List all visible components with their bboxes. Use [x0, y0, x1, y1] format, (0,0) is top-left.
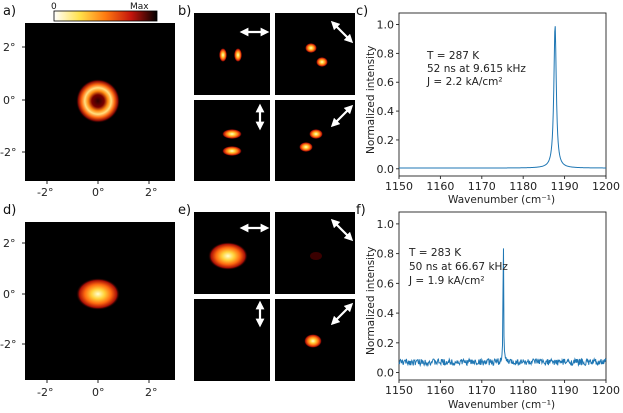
diagonal-down-arrow-icon	[330, 218, 354, 242]
chart-c-ytick-label: 0.4	[377, 105, 395, 118]
tick-x-top-0: -2°	[37, 186, 53, 199]
polarization-grid-bottom	[194, 212, 355, 381]
chart-c-ytick-label: 0.0	[377, 163, 395, 176]
chart-c-xtick-label: 1170	[468, 180, 496, 193]
chart-f-xtick-label: 1150	[385, 384, 413, 397]
chart-f-axes: 1150 1160 1170 1180 1190 1200 0.0 0.2 0.4 0.6 0.8 1…	[377, 218, 621, 397]
panel-label-c: c)	[356, 4, 368, 19]
chart-c-ytick-label: 0.8	[377, 47, 395, 60]
chart-f-xtick-label: 1170	[468, 384, 496, 397]
tick-y-top-1: 0°	[3, 94, 16, 107]
chart-c-axes: 1150 1160 1170 1180 1190 1200 0.0 0.2 0.4 0.6 0.8 1…	[377, 19, 621, 193]
chart-c-series-line	[399, 26, 606, 169]
chart-f-annotation-pulse: 50 ns at 66.67 kHz	[409, 261, 508, 273]
pol-top-cell-1	[194, 13, 270, 95]
chart-f-xtick-label: 1160	[426, 384, 454, 397]
tick-x-bottom-2: 2°	[145, 386, 158, 399]
tick-y-top-2: -2°	[0, 146, 16, 159]
chart-f-frame	[398, 211, 607, 381]
chart-f-ytick-label: 0.2	[377, 337, 395, 350]
diagonal-up-arrow-icon	[330, 104, 354, 128]
tick-x-bottom-1: 0°	[92, 386, 105, 399]
pol-top-lobe	[305, 43, 317, 53]
chart-f-ylabel: Normalized intensity	[365, 247, 377, 355]
panel-label-d: d)	[3, 203, 16, 218]
chart-f-ytick-label: 0.8	[377, 248, 395, 261]
chart-c-ylabel: Normalized intensity	[365, 46, 377, 154]
pol-top-lobe	[234, 48, 242, 62]
diagonal-up-arrow-icon	[330, 302, 354, 326]
tick-y-top-0: 2°	[3, 41, 16, 54]
tick-x-top-2: 2°	[145, 186, 158, 199]
beam-profile-bottom: 2° 0° -2° -2° 0° 2°	[0, 222, 175, 399]
pol-bottom-cell-3	[194, 299, 270, 381]
pol-bottom-lobe	[304, 334, 322, 348]
polarization-grid-top	[194, 13, 355, 181]
panel-label-a: a)	[3, 4, 16, 19]
pol-top-lobe	[222, 129, 242, 139]
chart-c-xlabel: Wavenumber (cm⁻¹)	[448, 194, 555, 206]
tick-x-top-1: 0°	[92, 186, 105, 199]
tick-y-bottom-1: 0°	[3, 288, 16, 301]
beam-profile-top: 2° 0° -2° -2° 0° 2°	[0, 23, 175, 199]
chart-c-frame	[398, 12, 607, 177]
tick-x-bottom-0: -2°	[37, 386, 53, 399]
colorbar	[53, 10, 158, 22]
tick-y-bottom-2: -2°	[0, 338, 16, 351]
beam-spot	[76, 278, 120, 310]
chart-f-ytick-label: 0.6	[377, 277, 395, 290]
chart-c-xtick-label: 1150	[385, 180, 413, 193]
spectrum-chart-f: 1150 1160 1170 1180 1190 1200 0.0 0.2 0.4 0.6 0.8 1…	[365, 211, 621, 411]
pol-top-lobe	[222, 146, 242, 156]
chart-c-xtick-label: 1200	[592, 180, 620, 193]
chart-f-annotation-temperature: T = 283 K	[408, 247, 462, 259]
chart-c-xtick-label: 1190	[551, 180, 579, 193]
pol-top-lobe	[316, 57, 328, 67]
chart-c-annotation-temperature: T = 287 K	[426, 50, 480, 62]
pol-top-cell-2	[275, 13, 355, 95]
chart-c-xtick-label: 1180	[509, 180, 537, 193]
chart-c-xtick-label: 1160	[426, 180, 454, 193]
pol-top-lobe	[309, 129, 323, 139]
pol-bottom-lobe-faint	[310, 252, 322, 260]
pol-top-lobe	[219, 48, 227, 62]
pol-top-cell-3	[194, 100, 270, 181]
chart-f-xlabel: Wavenumber (cm⁻¹)	[448, 399, 555, 411]
chart-c-annotation-current: J = 2.2 kA/cm²	[426, 76, 503, 88]
colorbar-min-label: 0	[51, 2, 57, 12]
chart-f-ytick-label: 0.4	[377, 307, 395, 320]
pol-bottom-lobe	[208, 242, 248, 270]
chart-f-annotation-current: J = 1.9 kA/cm²	[408, 275, 485, 287]
panel-label-f: f)	[356, 203, 366, 218]
chart-f-xtick-label: 1200	[592, 384, 620, 397]
pol-top-lobe	[299, 142, 313, 152]
chart-c-annotation-pulse: 52 ns at 9.615 kHz	[427, 63, 526, 75]
tick-y-bottom-0: 2°	[3, 237, 16, 250]
chart-f-ytick-label: 0.0	[377, 367, 395, 380]
diagonal-down-arrow-icon	[330, 20, 354, 44]
chart-f-ytick-label: 1.0	[377, 218, 395, 231]
panel-label-b: b)	[178, 4, 191, 19]
chart-c-ytick-label: 1.0	[377, 19, 395, 32]
chart-f-series-line	[398, 248, 607, 368]
chart-c-ytick-label: 0.6	[377, 76, 395, 89]
chart-f-xtick-label: 1190	[551, 384, 579, 397]
chart-f-xtick-label: 1180	[509, 384, 537, 397]
chart-c-ytick-label: 0.2	[377, 134, 395, 147]
spectrum-chart-c: 1150 1160 1170 1180 1190 1200 0.0 0.2 0.4 0.6 0.8 1…	[365, 12, 621, 206]
colorbar-max-label: Max	[130, 2, 149, 12]
pol-top-cell-4	[275, 100, 355, 181]
beam-ring	[76, 79, 120, 123]
panel-label-e: e)	[178, 203, 191, 218]
